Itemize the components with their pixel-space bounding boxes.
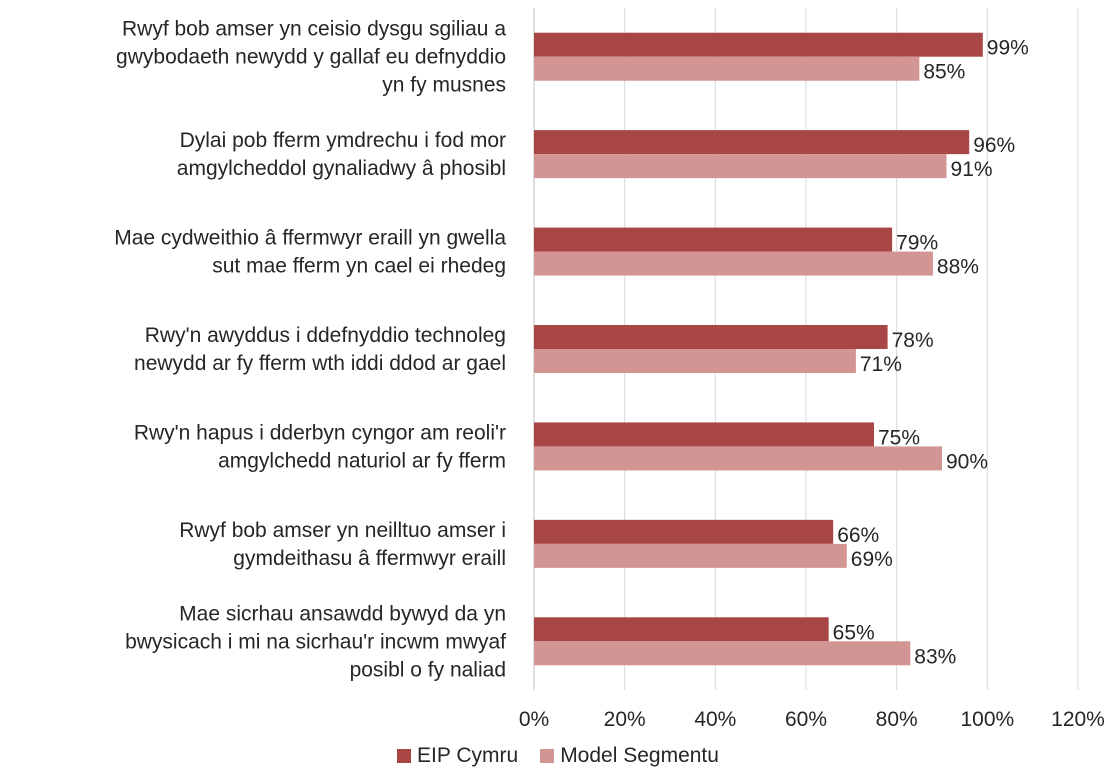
data-label: 99% <box>987 37 1029 60</box>
legend-item-model-segmentu: Model Segmentu <box>540 744 719 768</box>
data-label: 75% <box>878 426 920 449</box>
data-label: 78% <box>892 329 934 352</box>
bar <box>534 56 920 81</box>
category-label: posibl o fy naliad <box>350 658 506 681</box>
x-tick-label: 80% <box>876 708 918 731</box>
data-label: 85% <box>923 61 965 84</box>
category-label: Rwyf bob amser yn neilltuo amser i <box>179 519 506 542</box>
category-label: Rwy'n hapus i dderbyn cyngor am reoli'r <box>134 421 506 444</box>
category-label: Rwy'n awyddus i ddefnyddio technoleg <box>145 324 506 347</box>
category-label: newydd ar fy fferm wth iddi ddod ar gael <box>134 352 506 375</box>
category-label: Rwyf bob amser yn ceisio dysgu sgiliau a <box>122 18 506 41</box>
data-label: 71% <box>860 353 902 376</box>
category-label: Mae cydweithio â ffermwyr eraill yn gwel… <box>114 227 506 250</box>
category-label: Mae sicrhau ansawdd bywyd da yn <box>179 602 506 625</box>
legend-label-eip-cymru: EIP Cymru <box>417 744 519 767</box>
bar <box>534 325 888 349</box>
bar <box>534 543 847 568</box>
bar <box>534 32 983 57</box>
bar <box>534 154 947 179</box>
bar <box>534 227 893 252</box>
data-label: 69% <box>851 548 893 571</box>
data-label: 91% <box>951 158 993 181</box>
category-label: yn fy musnes <box>382 74 506 97</box>
legend-label-model-segmentu: Model Segmentu <box>560 744 719 767</box>
legend-swatch-eip-cymru <box>397 749 412 763</box>
x-tick-label: 0% <box>519 708 549 731</box>
legend-item-eip-cymru: EIP Cymru <box>397 744 518 768</box>
category-label: amgylchedd naturiol ar fy fferm <box>218 449 506 472</box>
legend: EIP Cymru Model Segmentu <box>0 744 1116 768</box>
bar <box>534 130 970 155</box>
data-label: 96% <box>973 134 1015 157</box>
x-tick-label: 120% <box>1051 708 1105 731</box>
bar <box>534 641 911 666</box>
category-label: bwysicach i mi na sicrhau'r incwm mwyaf <box>125 630 506 653</box>
category-label: Dylai pob fferm ymdrechu i fod mor <box>180 129 506 152</box>
category-label: sut mae fferm yn cael ei rhedeg <box>212 255 506 278</box>
data-label: 65% <box>833 621 875 644</box>
bar <box>534 519 834 544</box>
bar <box>534 446 942 471</box>
data-label: 66% <box>837 524 879 547</box>
data-label: 88% <box>937 256 979 279</box>
x-tick-label: 20% <box>604 708 646 731</box>
category-label: gwybodaeth newydd y gallaf eu defnyddio <box>116 46 506 69</box>
data-label: 90% <box>946 450 988 473</box>
category-label: gymdeithasu â ffermwyr eraill <box>233 547 506 570</box>
bar <box>534 422 874 447</box>
category-label: amgylcheddol gynaliadwy â phosibl <box>177 157 506 180</box>
legend-swatch-model-segmentu <box>540 749 555 763</box>
data-label: 79% <box>896 232 938 255</box>
bar <box>534 617 829 642</box>
bar <box>534 349 856 373</box>
data-label: 83% <box>914 645 956 668</box>
x-tick-label: 60% <box>785 708 827 731</box>
bar-chart: 0% 20% 40% 60% 80% 100% 120% 99% 85% Rwyf bob ams… <box>114 8 1105 731</box>
x-tick-label: 100% <box>960 708 1014 731</box>
bar <box>534 251 933 276</box>
x-tick-label: 40% <box>694 708 736 731</box>
